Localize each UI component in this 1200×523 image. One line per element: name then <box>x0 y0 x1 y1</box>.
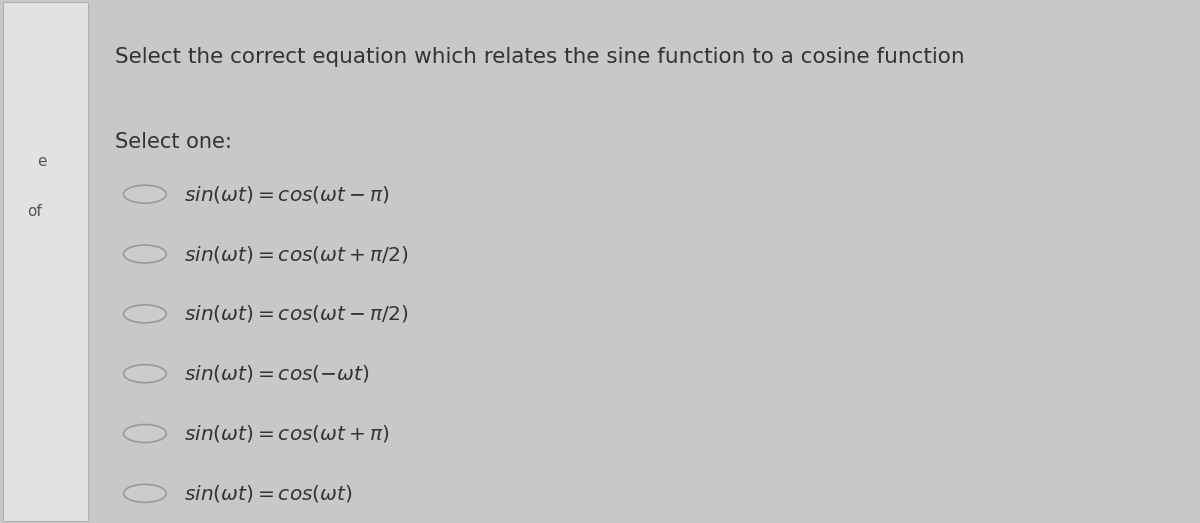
Text: Select one:: Select one: <box>115 132 233 152</box>
Text: $sin(\omega t) = cos(\omega t + \pi/2)$: $sin(\omega t) = cos(\omega t + \pi/2)$ <box>184 244 408 265</box>
Text: $sin(\omega t) = cos(-\omega t)$: $sin(\omega t) = cos(-\omega t)$ <box>184 363 370 384</box>
Circle shape <box>124 484 167 502</box>
Text: of: of <box>28 204 42 219</box>
Text: $sin(\omega t) = cos(\omega t - \pi)$: $sin(\omega t) = cos(\omega t - \pi)$ <box>184 184 390 204</box>
Text: Select the correct equation which relates the sine function to a cosine function: Select the correct equation which relate… <box>115 47 965 67</box>
Text: $sin(\omega t) = cos(\omega t + \pi)$: $sin(\omega t) = cos(\omega t + \pi)$ <box>184 423 390 444</box>
Text: $sin(\omega t) = cos(\omega t - \pi/2)$: $sin(\omega t) = cos(\omega t - \pi/2)$ <box>184 303 408 324</box>
Circle shape <box>124 305 167 323</box>
Text: $sin(\omega t) = cos(\omega t)$: $sin(\omega t) = cos(\omega t)$ <box>184 483 353 504</box>
Text: e: e <box>37 154 47 169</box>
Circle shape <box>124 245 167 263</box>
Circle shape <box>124 185 167 203</box>
Circle shape <box>124 425 167 442</box>
Bar <box>2 2 88 521</box>
Circle shape <box>124 365 167 383</box>
